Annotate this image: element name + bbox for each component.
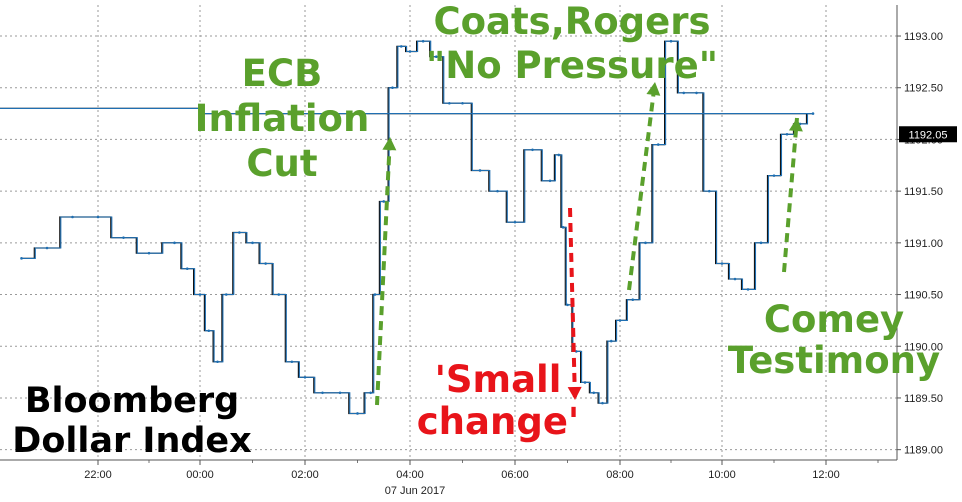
data-point	[513, 220, 517, 224]
data-point	[478, 169, 482, 172]
data-point	[644, 241, 647, 245]
data-point	[609, 339, 613, 343]
annotation-ecb: Cut	[246, 142, 317, 185]
data-point	[122, 236, 125, 239]
data-point	[548, 179, 552, 183]
data-point	[303, 375, 307, 379]
annotation-ecb: Inflation	[195, 97, 370, 140]
x-tick-label: 00:00	[186, 469, 214, 481]
data-point	[561, 226, 565, 229]
data-point	[682, 91, 686, 95]
y-tick-label: 1190.50	[904, 290, 943, 302]
y-tick-label: 1191.50	[904, 186, 943, 198]
y-tick-label: 1190.00	[904, 341, 943, 353]
x-tick-label: 08:00	[606, 469, 634, 481]
data-point	[601, 401, 604, 405]
data-point	[264, 262, 267, 265]
comey-arrow-head	[788, 118, 803, 132]
last-value-label: 1192.05	[909, 129, 948, 141]
data-point	[338, 391, 342, 395]
data-point	[238, 231, 241, 234]
annotation-small-change: 'Small	[435, 358, 562, 401]
comey-arrow	[782, 117, 799, 273]
data-point	[434, 55, 438, 59]
data-point	[207, 329, 211, 333]
chart-title: Bloomberg	[25, 381, 239, 421]
data-point	[382, 200, 386, 203]
date-label: 07 Jun 2017	[385, 485, 446, 497]
data-point	[631, 298, 635, 302]
x-tick-label: 06:00	[501, 469, 529, 481]
data-point	[408, 50, 412, 53]
data-point	[759, 241, 763, 245]
data-point	[592, 391, 596, 395]
data-point	[45, 246, 49, 250]
data-point	[656, 143, 660, 146]
chart-title: Dollar Index	[12, 421, 252, 461]
data-point	[277, 293, 281, 296]
x-tick-label: 04:00	[396, 469, 424, 481]
data-point	[496, 189, 499, 193]
annotation-small-change: change'	[417, 400, 580, 443]
data-point	[566, 303, 569, 307]
small-change-arrow	[568, 207, 577, 401]
data-point	[290, 360, 294, 364]
data-point	[421, 39, 425, 43]
data-point	[224, 293, 228, 296]
data-point	[531, 148, 534, 152]
small-change-arrow-head	[567, 386, 582, 400]
annotation-comey: Testimony	[728, 339, 940, 382]
x-tick-label: 10:00	[708, 469, 736, 481]
data-point	[20, 257, 23, 260]
data-point	[399, 45, 403, 48]
y-tick-label: 1192.50	[904, 83, 943, 95]
data-point	[96, 215, 100, 219]
data-point	[811, 112, 815, 115]
data-point	[216, 360, 219, 364]
data-point	[356, 412, 359, 415]
data-point	[373, 293, 377, 296]
data-point	[785, 132, 789, 136]
ecb-arrow-head	[382, 137, 397, 151]
x-tick-label: 02:00	[291, 469, 319, 481]
y-tick-label: 1191.00	[904, 238, 943, 250]
annotation-coats-rogers: Coats,Rogers	[433, 0, 710, 43]
y-tick-label: 1189.50	[904, 393, 943, 405]
annotation-ecb: ECB	[242, 52, 323, 95]
x-tick-label: 22:00	[84, 469, 112, 481]
series-line-shadow	[0, 40, 813, 415]
data-point	[695, 91, 698, 95]
data-point	[185, 267, 189, 270]
data-point	[461, 101, 464, 105]
y-tick-label: 1193.00	[904, 31, 943, 43]
series-line	[0, 40, 814, 415]
data-point	[198, 293, 202, 296]
data-point	[251, 241, 254, 245]
data-point	[557, 153, 561, 157]
annotation-comey: Comey	[764, 298, 904, 341]
data-point	[448, 101, 451, 105]
last-value-box	[899, 126, 957, 143]
data-point	[772, 174, 776, 177]
coats-arrow-head	[646, 82, 661, 96]
data-point	[71, 215, 74, 219]
data-point	[746, 288, 750, 291]
data-point	[369, 391, 372, 395]
data-point	[173, 241, 176, 245]
data-point	[583, 381, 587, 384]
data-point	[391, 86, 394, 90]
data-point	[321, 391, 324, 395]
x-tick-label: 12:00	[812, 469, 840, 481]
y-tick-label: 1189.00	[904, 445, 943, 457]
data-point	[618, 319, 622, 322]
data-point	[720, 262, 724, 265]
data-point	[147, 251, 151, 255]
data-point	[669, 39, 673, 43]
data-point	[733, 277, 737, 281]
coats-arrow	[627, 81, 657, 291]
annotation-coats-rogers: "No Pressure"	[426, 44, 718, 87]
data-point	[707, 189, 711, 193]
